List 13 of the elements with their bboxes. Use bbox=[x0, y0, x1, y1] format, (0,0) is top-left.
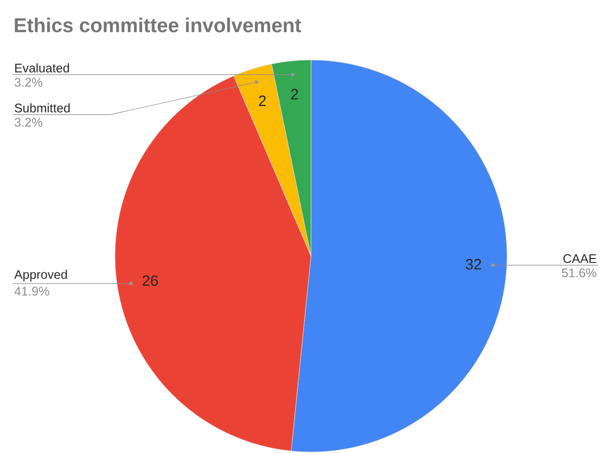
chart-title: Ethics committee involvement bbox=[14, 18, 302, 32]
text: 51.6% bbox=[562, 268, 596, 278]
slice-label: CAAE bbox=[563, 254, 596, 264]
slice-label: Evaluated bbox=[15, 63, 69, 72]
text: 3.2% bbox=[14, 118, 42, 127]
text: 41.9% bbox=[14, 286, 50, 296]
data-label: 2 bbox=[258, 96, 266, 106]
text: 3.2% bbox=[14, 78, 42, 87]
slice-label: Submitted bbox=[14, 103, 70, 112]
data-label: 2 bbox=[291, 88, 298, 100]
data-label: 26 bbox=[142, 275, 158, 286]
slice-label: Approved bbox=[14, 270, 67, 282]
data-label: 32 bbox=[466, 258, 482, 270]
